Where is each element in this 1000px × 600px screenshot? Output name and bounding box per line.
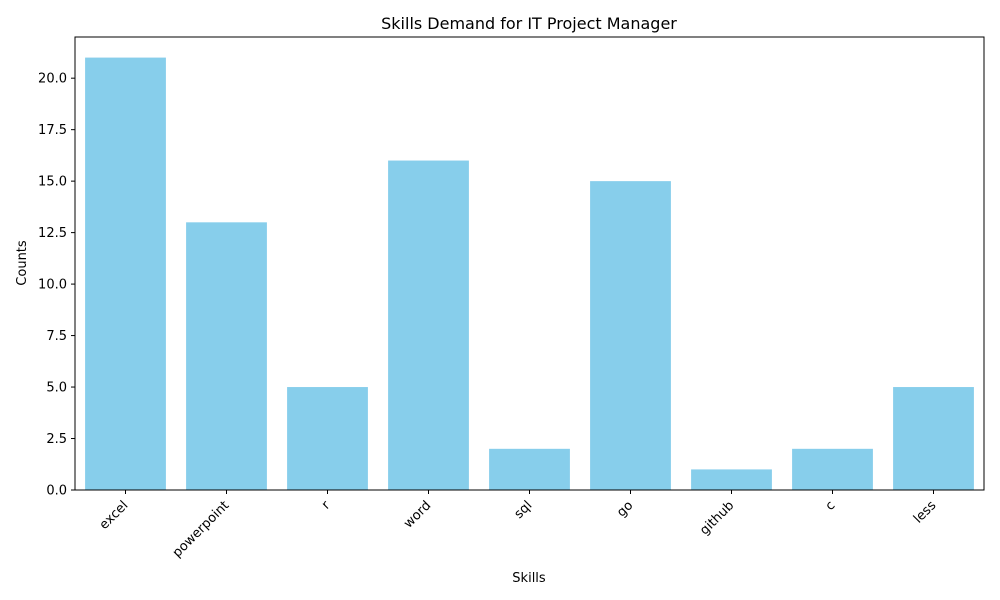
bar-excel <box>85 57 166 490</box>
y-axis-label: Counts <box>15 240 30 286</box>
bar-github <box>691 469 772 490</box>
bar-powerpoint <box>186 222 267 490</box>
x-tick-label-powerpoint: powerpoint <box>170 498 232 560</box>
y-tick-label-3: 7.5 <box>46 329 67 344</box>
x-tick-label-c: c <box>823 498 839 514</box>
plot-frame <box>74 36 985 491</box>
x-tick-label-go: go <box>614 498 636 520</box>
x-tick-label-word: word <box>401 498 434 531</box>
y-tick-label-5: 12.5 <box>38 226 67 241</box>
y-axis: 0.0 2.5 5.0 7.5 10.0 12.5 15.0 17.5 20.0 <box>38 72 75 499</box>
y-tick-label-7: 17.5 <box>38 123 67 138</box>
bar-word <box>388 160 469 490</box>
y-tick-label-2: 5.0 <box>46 381 67 396</box>
bar-r <box>287 387 368 490</box>
y-tick-label-0: 0.0 <box>46 484 67 499</box>
bar-go <box>590 181 671 491</box>
bar-less <box>893 387 974 490</box>
x-tick-label-excel: excel <box>97 498 132 533</box>
x-tick-label-sql: sql <box>512 498 536 522</box>
bars-group <box>85 57 974 491</box>
x-tick-label-github: github <box>697 498 737 538</box>
x-tick-label-less: less <box>911 498 940 527</box>
y-tick-label-4: 10.0 <box>38 278 67 293</box>
y-tick-label-8: 20.0 <box>38 72 67 87</box>
chart-title: Skills Demand for IT Project Manager <box>381 14 677 33</box>
bar-sql <box>489 448 570 490</box>
y-tick-label-1: 2.5 <box>46 432 67 447</box>
x-tick-label-r: r <box>319 498 334 513</box>
x-axis-label: Skills <box>512 571 546 586</box>
bar-c <box>792 448 873 490</box>
y-tick-label-6: 15.0 <box>38 175 67 190</box>
x-axis: excel powerpoint r word sql go github c less <box>97 490 940 561</box>
